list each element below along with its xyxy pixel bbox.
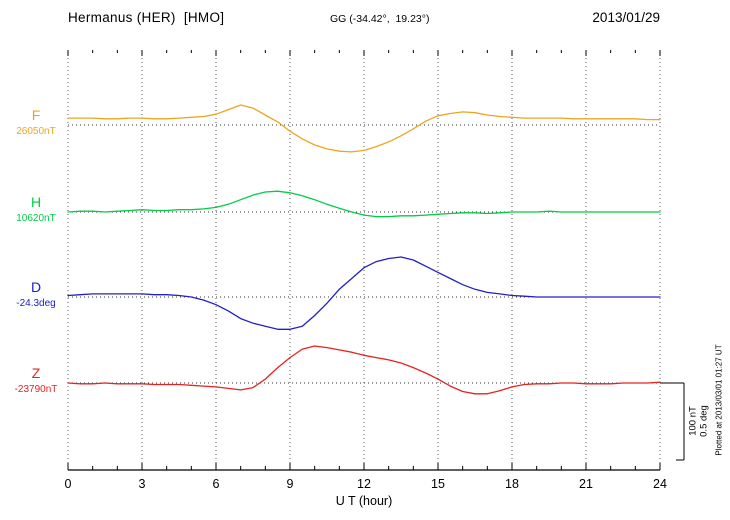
series-baseline-F: 26050nT — [16, 126, 56, 138]
series-name-D: D — [30, 279, 42, 295]
x-tick-label: 9 — [286, 477, 294, 491]
x-tick-label: 15 — [431, 477, 445, 491]
x-tick-label: 18 — [505, 477, 519, 491]
x-tick-label: 21 — [579, 477, 593, 491]
series-label-H: H 10620nT — [4, 194, 68, 225]
x-tick-label: 3 — [138, 477, 146, 491]
series-baseline-Z: -23790nT — [14, 384, 58, 396]
scale-label-nt: 100 nT — [687, 406, 699, 436]
x-tick-label: 0 — [64, 477, 72, 491]
x-tick-label: 12 — [357, 477, 371, 491]
x-axis-title: U T (hour) — [335, 494, 393, 508]
plotted-at-note: Plotted at 2013/03/01 01:27 UT — [714, 344, 724, 456]
date-label: 2013/01/29 — [592, 10, 660, 25]
series-name-F: F — [31, 107, 41, 123]
series-label-F: F 26050nT — [4, 107, 68, 138]
series-name-Z: Z — [31, 365, 41, 381]
series-baseline-D: -24.3deg — [16, 298, 56, 310]
series-name-H: H — [30, 194, 42, 210]
scale-label-deg: 0.5 deg — [698, 405, 710, 437]
coordinates-label: GG (-34.42°, 19.23°) — [330, 13, 430, 25]
series-label-Z: Z -23790nT — [4, 365, 68, 396]
x-tick-label: 6 — [212, 477, 220, 491]
station-title: Hermanus (HER) [HMO] — [68, 10, 225, 25]
series-baseline-H: 10620nT — [16, 213, 56, 225]
series-label-D: D -24.3deg — [4, 279, 68, 310]
x-tick-label: 24 — [653, 477, 667, 491]
